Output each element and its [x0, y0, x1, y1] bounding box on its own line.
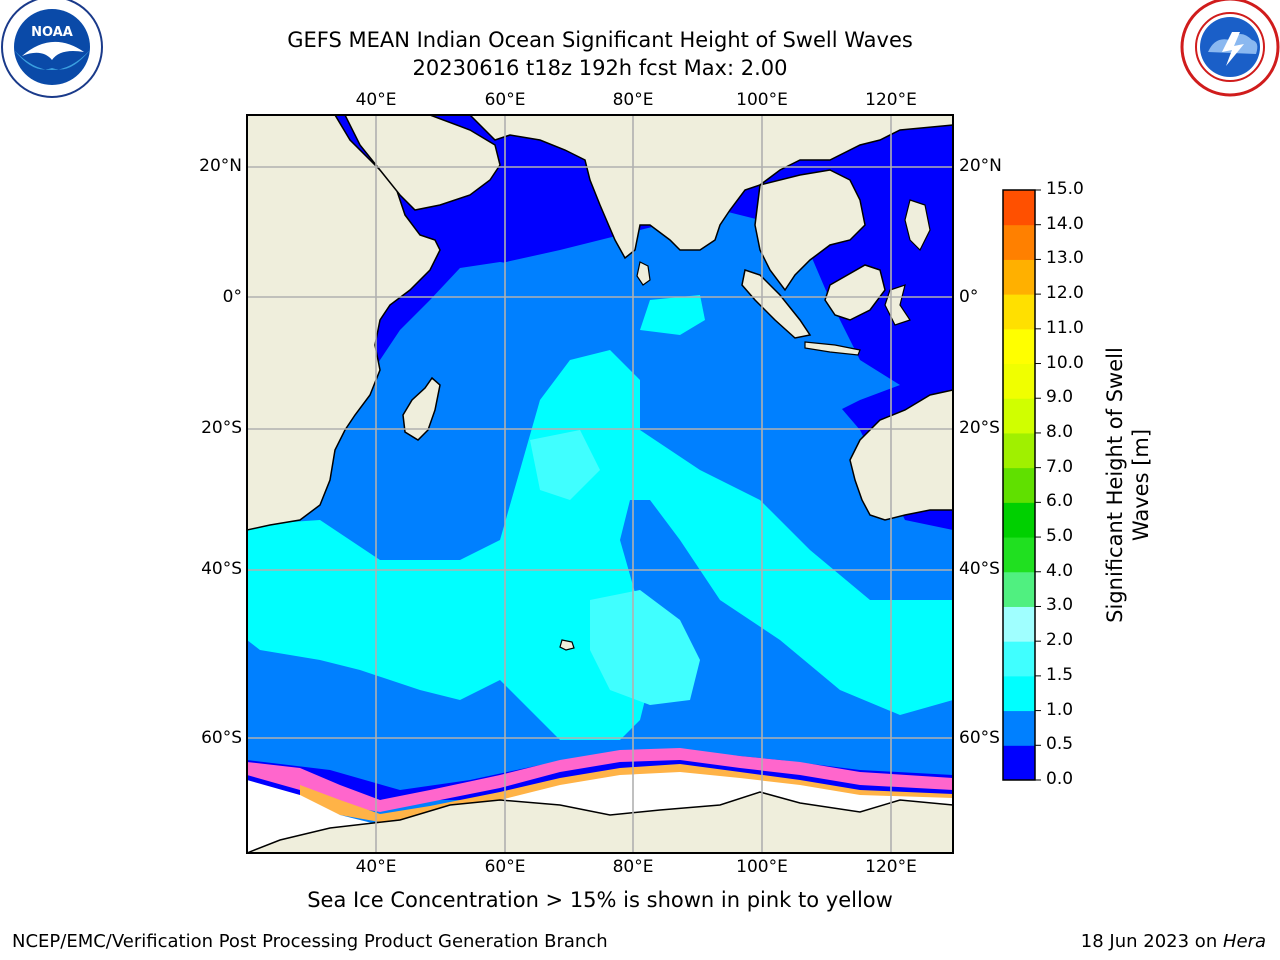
lon-tick-top-100: 100°E [736, 90, 788, 110]
colorbar-tick-label: 2.0 [1046, 630, 1074, 651]
grid-lines [247, 115, 953, 853]
colorbar-tick-label: 13.0 [1046, 248, 1084, 269]
colorbar-tick-label: 3.0 [1046, 595, 1074, 616]
lat-tick-left-40s: 40°S [201, 559, 242, 579]
map-body [247, 115, 953, 853]
lat-tick-right-60s: 60°S [959, 728, 1000, 748]
lat-tick-left-0: 0° [222, 287, 242, 307]
lat-tick-right-20s: 20°S [959, 418, 1000, 438]
lon-tick-bottom-80: 80°E [612, 857, 654, 877]
south-asia-land [468, 115, 953, 260]
lat-tick-right-0: 0° [959, 287, 979, 307]
arabia-land [344, 115, 501, 211]
colorbar-tick-label: 10.0 [1046, 352, 1084, 373]
cyan-swell-band [247, 350, 953, 740]
title-line-1: GEFS MEAN Indian Ocean Significant Heigh… [287, 28, 913, 52]
sri-lanka-land [636, 261, 651, 286]
lat-tick-right-20n: 20°N [959, 156, 1002, 176]
indochina-land [754, 169, 866, 292]
sea-ice-pink-fringe [247, 748, 953, 812]
australia-land [849, 389, 953, 521]
lon-tick-top-80: 80°E [612, 90, 654, 110]
footer-host: Hera [1222, 931, 1266, 952]
colorbar-tick-label: 6.0 [1046, 491, 1074, 512]
lat-tick-right-40s: 40°S [959, 559, 1000, 579]
map-frame [246, 114, 954, 854]
lon-tick-bottom-120: 120°E [865, 857, 917, 877]
lat-tick-left-20n: 20°N [199, 156, 242, 176]
cyan-patch-east [640, 295, 705, 335]
colorbar-tick-label: 5.0 [1046, 526, 1074, 547]
colorbar-tick-label: 9.0 [1046, 387, 1074, 408]
kerguelen-island [559, 639, 575, 651]
footer-producer: NCEP/EMC/Verification Post Processing Pr… [12, 931, 608, 952]
philippines-land [904, 199, 931, 252]
colorbar-tick-label: 1.0 [1046, 699, 1074, 720]
light-cyan-patch-2 [530, 430, 600, 500]
title-line-2: 20230616 t18z 192h fcst Max: 2.00 [412, 56, 788, 80]
colorbar-tick-label: 7.0 [1046, 456, 1074, 477]
lon-tick-top-120: 120°E [865, 90, 917, 110]
lon-tick-bottom-100: 100°E [736, 857, 788, 877]
colorbar-tick-label: 4.0 [1046, 560, 1074, 581]
footer-date: 18 Jun 2023 on Hera [1081, 931, 1266, 952]
lon-tick-top-40: 40°E [355, 90, 397, 110]
lon-tick-top-60: 60°E [484, 90, 526, 110]
borneo-land [824, 264, 886, 321]
colorbar-tick-label: 0.0 [1046, 769, 1074, 789]
lat-tick-left-60s: 60°S [201, 728, 242, 748]
colorbar-tick-label: 15.0 [1046, 179, 1084, 199]
sea-ice-caption: Sea Ice Concentration > 15% is shown in … [307, 888, 893, 912]
colorbar-tick-label: 0.5 [1046, 734, 1074, 755]
madagascar-land [402, 376, 441, 441]
footer-date-text: 18 Jun 2023 on [1080, 931, 1223, 952]
chart-title: GEFS MEAN Indian Ocean Significant Heigh… [0, 26, 1200, 82]
colorbar-tick-label: 1.5 [1046, 664, 1074, 685]
sumatra-land [741, 269, 812, 339]
java-land [804, 341, 861, 356]
colorbar-title: Significant Height of Swell Waves [m] [1103, 347, 1153, 623]
colorbar-tick-label: 14.0 [1046, 213, 1084, 234]
lon-tick-bottom-60: 60°E [484, 857, 526, 877]
lat-tick-left-20s: 20°S [201, 418, 242, 438]
colorbar-tick-label: 8.0 [1046, 421, 1074, 442]
lon-tick-bottom-40: 40°E [355, 857, 397, 877]
colorbar-tick-label: 12.0 [1046, 283, 1084, 304]
light-cyan-patch [590, 590, 700, 705]
colorbar-tick-label: 11.0 [1046, 317, 1084, 338]
